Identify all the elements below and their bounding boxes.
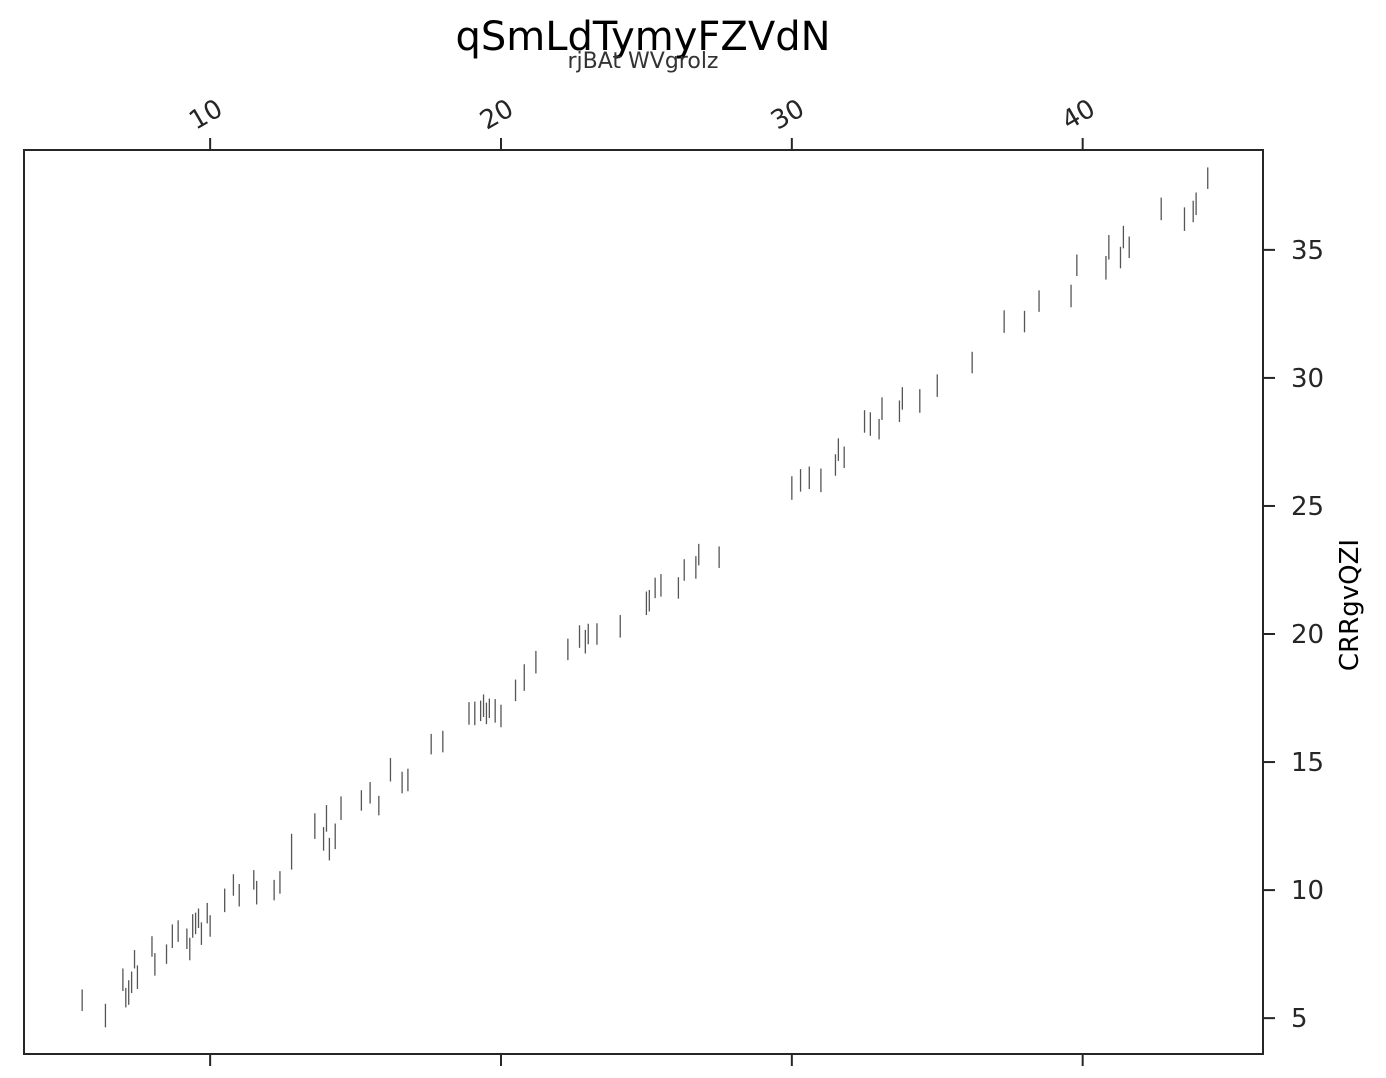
- x-tick-label-1: 20: [475, 94, 519, 137]
- y-tick-label-0: 5: [1291, 1004, 1308, 1034]
- chart-subtitle: rjBAt WVgrolz: [568, 49, 719, 74]
- y-tick-label-5: 30: [1291, 364, 1324, 394]
- y-axis-ticks: 5 10 15 20 25 30 35: [1263, 236, 1324, 1034]
- chart-title: qSmLdTymyFZVdN: [455, 14, 830, 60]
- y-tick-label-1: 10: [1291, 876, 1324, 906]
- x-axis-ticks: 10 20 30 40: [184, 94, 1101, 1066]
- y-tick-label-2: 15: [1291, 748, 1324, 778]
- y-axis-label: CRRgvQZI: [1335, 539, 1365, 671]
- y-tick-label-3: 20: [1291, 620, 1324, 650]
- y-tick-label-6: 35: [1291, 236, 1324, 266]
- x-tick-label-0: 10: [184, 94, 228, 137]
- x-tick-label-2: 30: [766, 94, 810, 137]
- y-tick-label-4: 25: [1291, 492, 1324, 522]
- x-tick-label-3: 40: [1057, 94, 1101, 137]
- data-markers: [81, 167, 1209, 1028]
- plot-frame: [23, 149, 1264, 1055]
